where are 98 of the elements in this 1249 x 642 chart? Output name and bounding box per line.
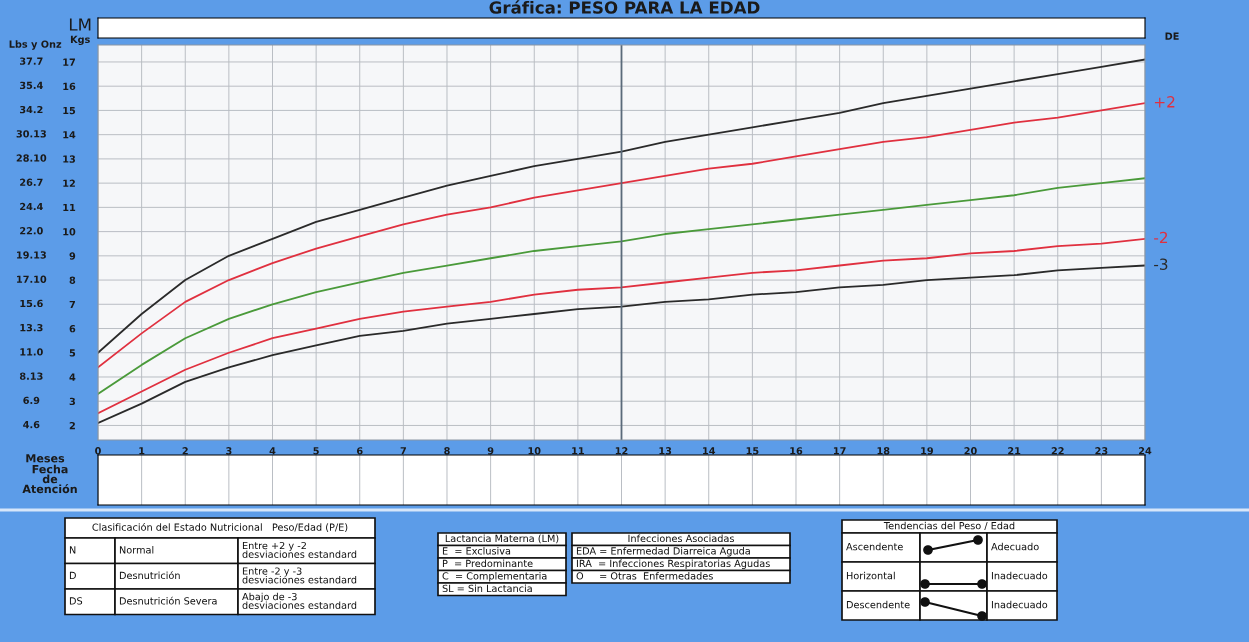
text: 11.0 xyxy=(20,348,43,356)
text: Desnutrición xyxy=(119,571,180,580)
text: Normal xyxy=(119,546,154,554)
line-series xyxy=(98,264,1145,424)
x-tick-label: 16 xyxy=(790,447,803,455)
x-tick-label: 2 xyxy=(182,447,188,455)
x-tick-label: 7 xyxy=(400,447,406,455)
x-tick-label: 17 xyxy=(833,447,846,455)
y-tick-label: 6 xyxy=(69,325,76,333)
y-tick-label: 8 xyxy=(69,276,76,284)
x-tick-label: 18 xyxy=(877,447,890,455)
text: 13.3 xyxy=(20,323,43,332)
x-tick-label: 20 xyxy=(964,447,977,455)
text: EDA = Enfermedad Diarreica Aguda xyxy=(576,547,750,557)
series-label: +2 xyxy=(1154,96,1175,108)
text: Lactancia Materna (LM) xyxy=(445,534,559,544)
text: IRA = Infecciones Respiratorias Agudas xyxy=(576,559,770,569)
y-tick-label: 16 xyxy=(63,82,76,91)
line-series xyxy=(98,58,1145,354)
text: Tendencias del Peso / Edad xyxy=(883,521,1015,531)
text: Infecciones Asociadas xyxy=(628,534,734,543)
text: DE xyxy=(1165,32,1179,40)
series-label: -2 xyxy=(1154,231,1168,244)
y-tick-label: 3 xyxy=(69,397,75,406)
text: Clasificación del Estado Nutricional Peso/Edad (P/E) xyxy=(92,522,348,532)
text: Descendente xyxy=(846,600,910,609)
x-tick-label: 4 xyxy=(269,447,276,455)
text: 28.10 xyxy=(16,154,47,162)
text: LM xyxy=(69,18,91,31)
y-tick-label: 7 xyxy=(69,300,75,308)
x-tick-label: 6 xyxy=(356,447,363,455)
y-tick-label: 12 xyxy=(63,179,75,187)
series-label: -3 xyxy=(1154,258,1168,270)
text: O = Otras Enfermedades xyxy=(576,572,713,580)
text: SL = Sin Lactancia xyxy=(442,584,532,593)
x-tick-label: 9 xyxy=(487,447,494,455)
x-tick-label: 24 xyxy=(1139,447,1152,455)
x-tick-label: 13 xyxy=(659,447,672,455)
y-tick-label: 14 xyxy=(63,131,76,139)
line-series xyxy=(98,237,1145,415)
x-tick-label: 11 xyxy=(572,447,584,455)
text: Fecha de Atención xyxy=(22,464,77,494)
text: 17.10 xyxy=(17,275,47,283)
x-tick-label: 0 xyxy=(95,447,101,455)
x-tick-label: 12 xyxy=(615,447,628,455)
text: DS xyxy=(69,597,83,605)
x-tick-label: 14 xyxy=(703,447,716,455)
text: Abajo de -3 desviaciones estandard xyxy=(242,592,357,609)
x-tick-label: 15 xyxy=(746,447,759,455)
text: 24.4 xyxy=(20,202,43,211)
text: Ascendente xyxy=(846,542,903,551)
text: 8.13 xyxy=(19,372,43,380)
x-tick-label: 10 xyxy=(528,447,541,455)
text: Inadecuado xyxy=(991,571,1048,580)
text: Desnutrición Severa xyxy=(119,596,217,605)
line-series xyxy=(98,102,1145,369)
y-tick-label: 17 xyxy=(63,58,75,66)
y-tick-label: 9 xyxy=(69,252,76,260)
text: Horizontal xyxy=(846,571,895,580)
text: Lbs y Onz xyxy=(9,40,62,50)
text: 19.13 xyxy=(17,251,46,259)
y-tick-label: 11 xyxy=(63,203,76,212)
text: Entre +2 y -2 desviaciones estandard xyxy=(242,541,357,558)
y-tick-label: 15 xyxy=(63,107,76,115)
y-tick-label: 4 xyxy=(69,373,76,381)
text: 26.7 xyxy=(20,178,43,186)
chart-title: Gráfica: PESO PARA LA EDAD xyxy=(489,0,760,14)
x-tick-label: 23 xyxy=(1095,447,1108,455)
text: Inadecuado xyxy=(991,600,1048,609)
y-tick-label: 5 xyxy=(69,349,76,357)
x-tick-label: 8 xyxy=(444,447,450,455)
text: 22.0 xyxy=(20,227,43,235)
x-tick-label: 21 xyxy=(1008,447,1021,455)
text: 35.4 xyxy=(19,81,43,90)
text: N xyxy=(69,546,76,554)
x-tick-label: 1 xyxy=(139,447,145,455)
text: E = Exclusiva xyxy=(442,547,511,555)
text: 37.7 xyxy=(19,57,43,65)
text: 34.2 xyxy=(19,105,43,114)
y-tick-label: 2 xyxy=(69,421,75,430)
line-series xyxy=(98,177,1145,395)
x-tick-label: 5 xyxy=(313,447,319,455)
y-tick-label: 10 xyxy=(63,228,76,236)
x-tick-label: 3 xyxy=(226,447,232,455)
y-tick-label: 13 xyxy=(63,155,75,163)
text: Adecuado xyxy=(991,542,1039,551)
text: Entre -2 y -3 desviaciones estandard xyxy=(242,567,357,584)
text: 15.6 xyxy=(20,299,43,308)
text: C = Complementaria xyxy=(442,572,547,582)
text: P = Predominante xyxy=(442,559,533,568)
y-axis-title: Kgs xyxy=(70,35,90,45)
x-axis-title: Meses xyxy=(26,454,65,463)
text: 4.6 xyxy=(23,420,40,429)
x-tick-label: 19 xyxy=(921,447,934,455)
x-tick-label: 22 xyxy=(1051,447,1064,455)
text: 6.9 xyxy=(23,396,40,405)
text: 30.13 xyxy=(16,130,46,138)
text: D xyxy=(69,571,76,579)
